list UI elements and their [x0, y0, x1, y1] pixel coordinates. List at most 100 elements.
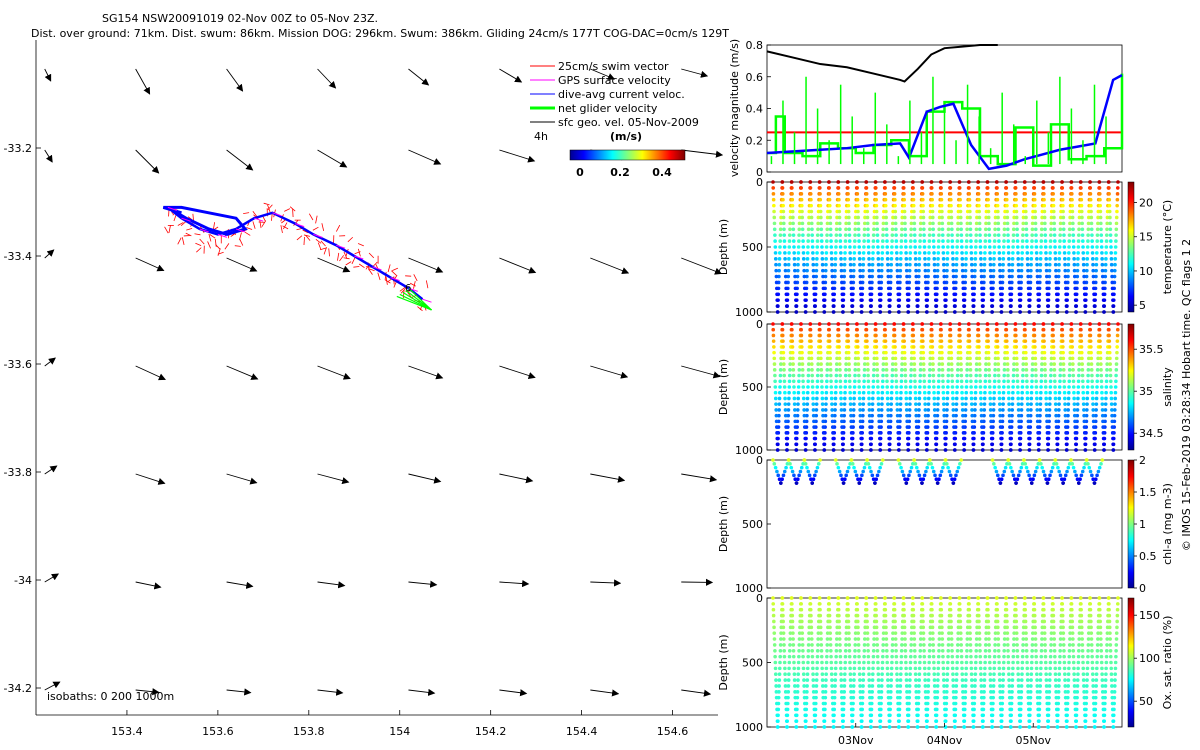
- salinity-sample: [950, 368, 954, 372]
- oxygen-sample: [922, 660, 927, 665]
- salinity-sample: [996, 356, 1000, 361]
- salinity-sample: [1061, 362, 1066, 366]
- gps-surface-velocity: [372, 266, 382, 271]
- salinity-y-tick-label: 0: [756, 318, 763, 331]
- chla-sample: [813, 473, 817, 478]
- salinity-sample: [790, 333, 794, 338]
- temperature-sample: [1058, 221, 1063, 226]
- temperature-sample: [792, 245, 796, 249]
- salinity-sample: [1019, 413, 1024, 418]
- salinity-sample: [1063, 402, 1067, 406]
- salinity-sample: [802, 408, 806, 412]
- salinity-sample: [1113, 402, 1117, 406]
- oxygen-sample: [918, 660, 922, 665]
- temperature-sample: [1098, 203, 1102, 208]
- temperature-sample: [969, 262, 974, 267]
- chla-sample: [1043, 473, 1047, 478]
- salinity-sample: [874, 333, 878, 338]
- temperature-sample: [932, 262, 937, 267]
- oxygen-sample: [886, 684, 890, 688]
- oxygen-sample: [866, 643, 870, 647]
- salinity-sample: [1083, 448, 1088, 452]
- swim-vector: [168, 225, 171, 234]
- geo-velocity-arrow: [681, 257, 723, 275]
- salinity-sample: [818, 339, 823, 343]
- chla-sample: [941, 465, 945, 470]
- salinity-sample: [945, 408, 949, 412]
- salinity-sample: [954, 413, 958, 418]
- temperature-sample: [825, 239, 829, 243]
- chla-sample: [810, 481, 815, 485]
- oxygen-sample: [960, 672, 965, 677]
- salinity-sample: [783, 396, 787, 401]
- salinity-sample: [982, 413, 986, 418]
- salinity-sample: [884, 373, 889, 378]
- oxygen-sample: [954, 672, 959, 677]
- temperature-sample: [819, 239, 824, 243]
- temperature-sample: [1052, 221, 1057, 226]
- salinity-sample: [886, 402, 890, 406]
- temperature-sample: [908, 262, 912, 267]
- salinity-sample: [855, 345, 860, 349]
- salinity-sample: [1049, 373, 1053, 378]
- temperature-sample: [1098, 197, 1102, 202]
- temperature-sample: [958, 192, 962, 196]
- chla-sample: [938, 473, 943, 478]
- salinity-sample: [970, 425, 975, 429]
- temperature-sample: [1094, 268, 1098, 273]
- salinity-sample: [1039, 368, 1044, 372]
- temperature-sample: [1050, 180, 1055, 184]
- temperature-sample: [1091, 280, 1096, 285]
- salinity-sample: [1071, 368, 1075, 372]
- salinity-sample: [781, 350, 786, 355]
- salinity-sample: [1008, 448, 1013, 452]
- temperature-sample: [866, 245, 871, 249]
- salinity-sample: [1090, 390, 1095, 395]
- oxygen-sample: [859, 707, 863, 712]
- temperature-sample: [805, 262, 810, 267]
- temperature-sample: [977, 215, 982, 220]
- oxygen-sample: [950, 654, 955, 659]
- salinity-sample: [1086, 368, 1091, 372]
- salinity-sample: [987, 385, 992, 389]
- temperature-sample: [885, 257, 890, 261]
- temperature-sample: [1024, 209, 1028, 214]
- salinity-sample: [852, 396, 856, 401]
- temperature-sample: [824, 262, 828, 267]
- temperature-sample: [1107, 186, 1111, 190]
- temperature-sample: [1004, 186, 1009, 190]
- temperature-sample: [1011, 227, 1016, 232]
- temperature-sample: [880, 251, 885, 255]
- temperature-sample: [772, 209, 776, 214]
- temperature-sample: [846, 203, 851, 208]
- oxygen-sample: [961, 713, 966, 718]
- chla-sample: [793, 477, 798, 482]
- salinity-sample: [1013, 322, 1018, 326]
- salinity-sample: [864, 327, 869, 332]
- temperature-sample: [1025, 262, 1030, 267]
- oxygen-sample: [927, 648, 932, 653]
- temperature-sample: [1092, 310, 1097, 314]
- temperature-sample: [996, 209, 1000, 214]
- temperature-sample: [931, 227, 936, 232]
- salinity-sample: [1055, 448, 1060, 452]
- temperature-sample: [964, 239, 969, 243]
- oxygen-sample: [843, 648, 848, 653]
- temperature-sample: [793, 292, 798, 297]
- oxygen-sample: [818, 607, 822, 612]
- temperature-sample: [936, 257, 940, 261]
- temperature-sample: [781, 197, 785, 202]
- salinity-sample: [905, 436, 910, 441]
- salinity-sample: [911, 322, 915, 326]
- temperature-sample: [791, 239, 796, 243]
- temperature-sample: [1012, 221, 1016, 226]
- temperature-sample: [1047, 262, 1052, 267]
- temperature-sample: [894, 227, 898, 232]
- chla-sample: [914, 465, 919, 470]
- swim-vector: [413, 281, 416, 289]
- temperature-sample: [1021, 233, 1025, 237]
- temperature-sample: [914, 280, 919, 285]
- salinity-sample: [1029, 408, 1033, 412]
- temperature-sample: [864, 180, 869, 184]
- temperature-sample: [877, 274, 881, 279]
